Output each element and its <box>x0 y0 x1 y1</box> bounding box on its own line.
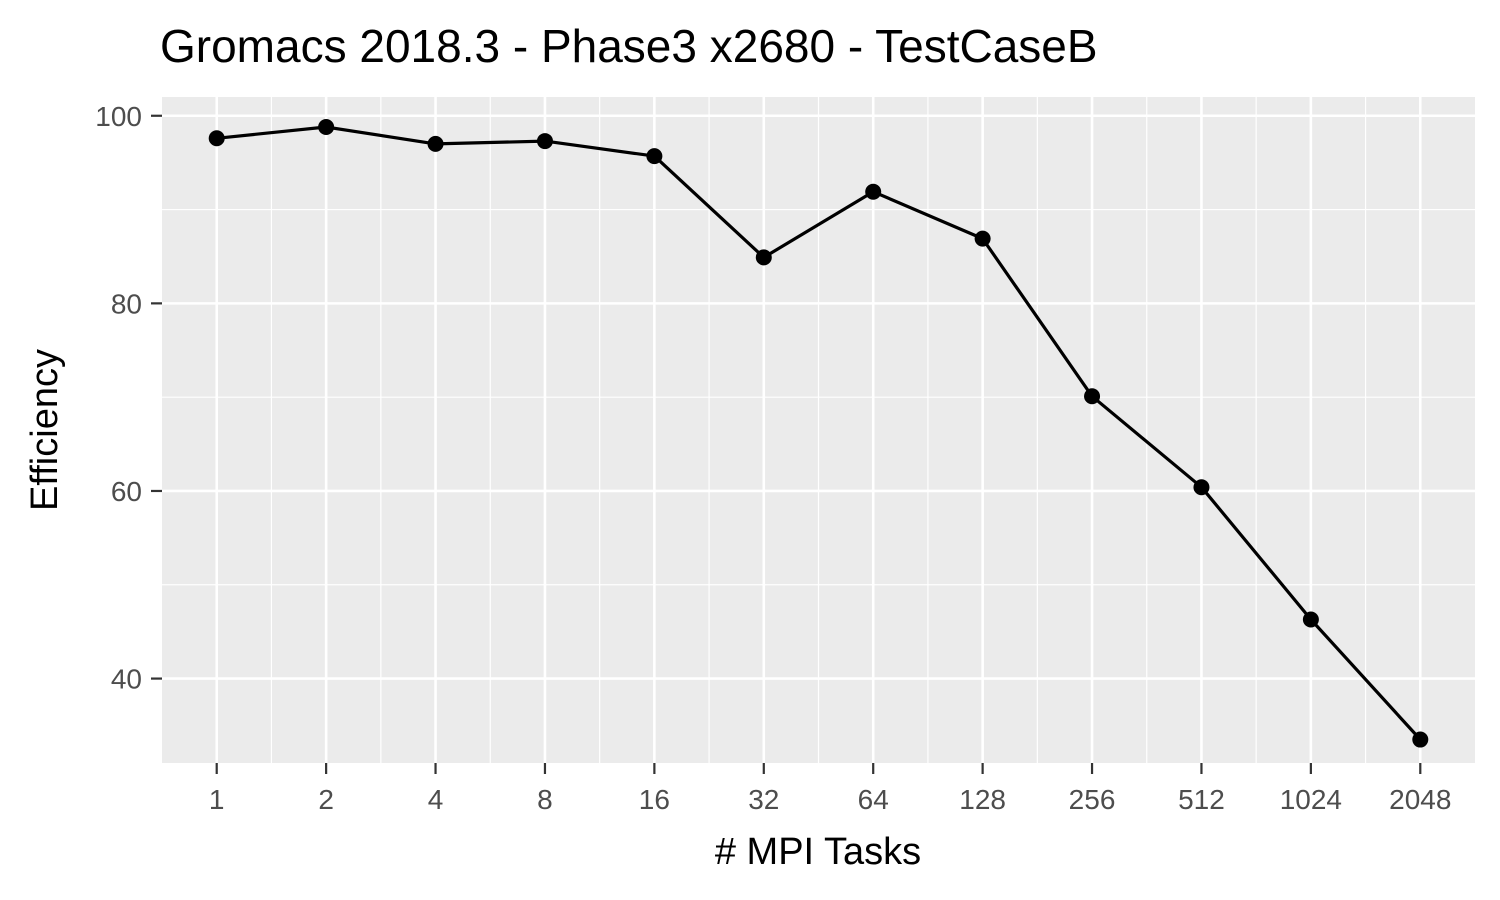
data-point-1024 <box>1302 611 1319 628</box>
x-tick-label-6: 64 <box>858 784 889 815</box>
x-tick-label-7: 128 <box>959 784 1006 815</box>
y-axis-title: Efficiency <box>24 349 66 511</box>
series-efficiency <box>208 119 1429 748</box>
data-point-16 <box>646 148 663 165</box>
data-point-64 <box>865 183 882 200</box>
chart-title: Gromacs 2018.3 - Phase3 x2680 - TestCase… <box>160 20 1098 72</box>
x-tick-label-2: 4 <box>428 784 444 815</box>
x-tick-label-4: 16 <box>639 784 670 815</box>
data-point-128 <box>974 230 991 247</box>
data-point-256 <box>1084 388 1101 405</box>
y-axis: 40 60 80 100 <box>95 101 162 695</box>
data-point-4 <box>427 135 444 152</box>
x-tick-label-1: 2 <box>318 784 334 815</box>
grid-minor <box>162 97 1475 763</box>
series-line <box>216 125 1422 741</box>
y-tick-label-1: 60 <box>111 476 142 507</box>
y-tick-label-3: 100 <box>95 101 142 132</box>
data-point-2048 <box>1412 731 1429 748</box>
x-tick-label-8: 256 <box>1069 784 1116 815</box>
x-tick-label-5: 32 <box>748 784 779 815</box>
grid-major <box>162 97 1475 763</box>
x-axis: 1 2 4 8 16 32 64 128 256 512 1024 2048 <box>209 763 1451 815</box>
x-tick-label-10: 1024 <box>1280 784 1342 815</box>
x-tick-label-11: 2048 <box>1389 784 1451 815</box>
data-point-8 <box>536 133 553 150</box>
y-tick-label-2: 80 <box>111 288 142 319</box>
x-tick-label-9: 512 <box>1178 784 1225 815</box>
x-tick-label-0: 1 <box>209 784 225 815</box>
data-point-512 <box>1193 479 1210 496</box>
y-tick-label-0: 40 <box>111 664 142 695</box>
data-point-2 <box>318 119 335 136</box>
x-axis-title: # MPI Tasks <box>715 831 921 873</box>
data-point-32 <box>755 249 772 266</box>
x-tick-label-3: 8 <box>537 784 553 815</box>
data-point-1 <box>208 130 225 147</box>
